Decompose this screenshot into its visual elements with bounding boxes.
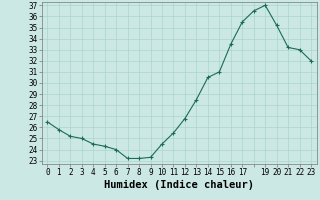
X-axis label: Humidex (Indice chaleur): Humidex (Indice chaleur) xyxy=(104,180,254,190)
